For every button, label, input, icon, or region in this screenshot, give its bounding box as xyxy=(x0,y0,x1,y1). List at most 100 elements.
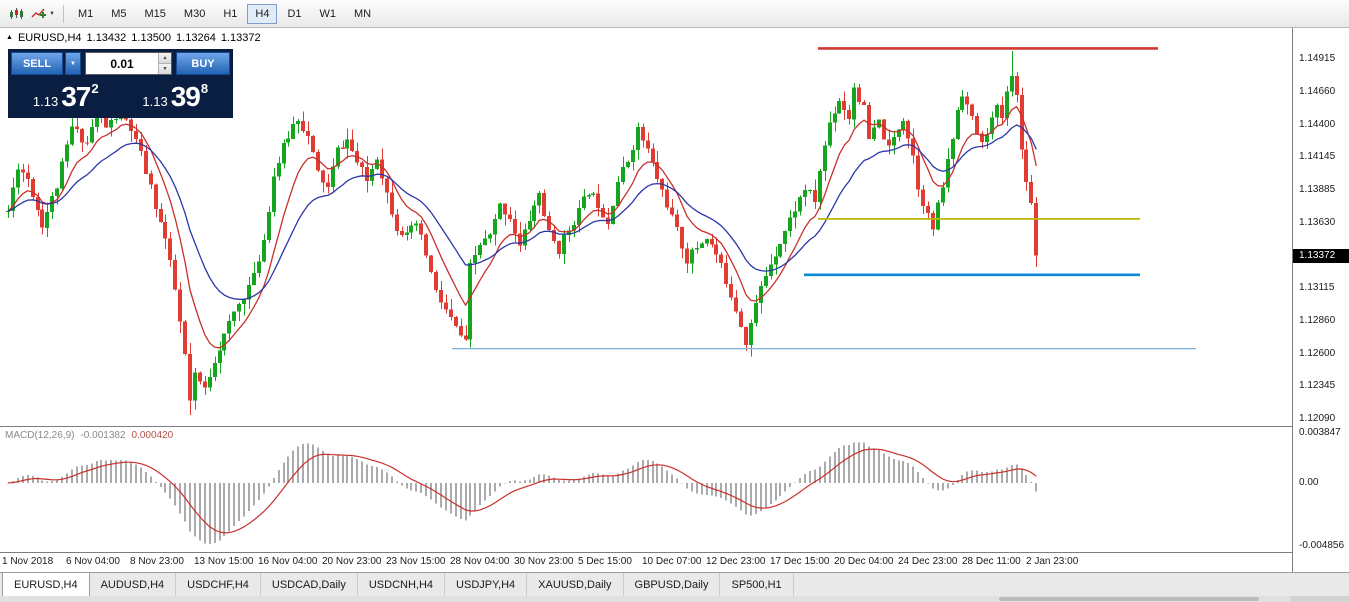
tab-usdchf-h4[interactable]: USDCHF,H4 xyxy=(176,573,261,596)
lot-size-field: ▲ ▼ xyxy=(85,52,172,75)
date-label: 24 Dec 23:00 xyxy=(898,556,958,567)
date-label: 12 Dec 23:00 xyxy=(706,556,766,567)
date-label: 23 Nov 15:00 xyxy=(386,556,446,567)
lot-increase-button[interactable]: ▲ xyxy=(159,53,171,64)
symbol-tab-bar: EURUSD,H4 AUDUSD,H4 USDCHF,H4 USDCAD,Daily U… xyxy=(0,572,1349,596)
price-tick: 1.14400 xyxy=(1299,119,1336,130)
timeframe-button-h1[interactable]: H1 xyxy=(223,7,238,20)
date-label: 30 Nov 23:00 xyxy=(514,556,574,567)
date-label: 13 Nov 15:00 xyxy=(194,556,254,567)
ohlc-header: ▲ EURUSD,H4 1.13432 1.13500 1.13264 1.13… xyxy=(6,32,261,44)
date-label: 5 Dec 15:00 xyxy=(578,556,632,567)
scrollbar-thumb[interactable] xyxy=(999,597,1259,601)
timeframe-button-m5[interactable]: M5 xyxy=(111,7,127,20)
lot-decrease-button[interactable]: ▼ xyxy=(159,64,171,74)
timeframe-button-h4[interactable]: H4 xyxy=(247,3,278,24)
ohlc-high: 1.13500 xyxy=(131,32,172,44)
macd-canvas[interactable] xyxy=(0,427,1292,552)
candles-layer xyxy=(6,50,1038,415)
macd-label: MACD(12,26,9) -0.001382 0.000420 xyxy=(5,430,173,441)
price-tick: 1.13885 xyxy=(1299,184,1336,195)
date-label: 20 Dec 04:00 xyxy=(834,556,894,567)
date-label: 16 Nov 04:00 xyxy=(258,556,318,567)
price-tick: 1.12600 xyxy=(1299,348,1336,359)
date-label: 17 Dec 15:00 xyxy=(770,556,830,567)
buy-price-prefix: 1.13 xyxy=(142,93,168,109)
date-label: 28 Dec 11:00 xyxy=(962,556,1021,567)
macd-name: MACD(12,26,9) xyxy=(5,430,75,441)
date-label: 8 Nov 23:00 xyxy=(130,556,184,567)
timeframe-button-mn[interactable]: MN xyxy=(354,7,372,20)
tab-usdcnh-h4[interactable]: USDCNH,H4 xyxy=(358,573,446,596)
date-label: 2 Jan 23:00 xyxy=(1026,556,1079,567)
date-label: 6 Nov 04:00 xyxy=(66,556,120,567)
timeframe-button-m1[interactable]: M1 xyxy=(77,7,94,20)
sell-price[interactable]: 1.13 37 2 xyxy=(11,78,121,115)
buy-price[interactable]: 1.13 39 8 xyxy=(121,78,231,115)
tab-eurusd-h4[interactable]: EURUSD,H4 xyxy=(2,573,90,596)
macd-signal-value: 0.000420 xyxy=(131,430,174,441)
ohlc-open: 1.13432 xyxy=(86,32,127,44)
ohlc-symbol: EURUSD,H4 xyxy=(17,32,82,44)
macd-panel: MACD(12,26,9) -0.001382 0.000420 xyxy=(0,426,1292,552)
one-click-trade-panel: SELL ▼ ▲ ▼ BUY xyxy=(8,49,233,118)
price-chart-canvas[interactable] xyxy=(0,28,1292,426)
tab-sp500-h1[interactable]: SP500,H1 xyxy=(720,573,794,596)
lot-stepper: ▲ ▼ xyxy=(158,53,171,74)
ohlc-close: 1.13372 xyxy=(220,32,261,44)
toolbar-separator xyxy=(62,4,64,23)
timeframe-buttons: M1 M5 M15 M30 H1 H4 D1 W1 MN xyxy=(70,3,381,24)
date-label: 20 Nov 23:00 xyxy=(322,556,382,567)
current-price-label: 1.13372 xyxy=(1293,249,1349,263)
price-chart-pane: ▲ EURUSD,H4 1.13432 1.13500 1.13264 1.13… xyxy=(0,28,1292,426)
chevron-down-icon: ▼ xyxy=(49,10,55,17)
price-tick: 1.14915 xyxy=(1299,53,1336,64)
timeframe-button-m15[interactable]: M15 xyxy=(144,7,166,20)
price-tick: 1.12090 xyxy=(1299,413,1336,424)
price-tick: 1.12345 xyxy=(1299,380,1336,391)
buy-price-pipette: 8 xyxy=(200,81,209,96)
sell-button[interactable]: SELL xyxy=(11,52,63,75)
trade-options-dropdown[interactable]: ▼ xyxy=(65,52,81,75)
price-tick: 1.14145 xyxy=(1299,151,1336,162)
chart-column: ▲ EURUSD,H4 1.13432 1.13500 1.13264 1.13… xyxy=(0,28,1292,572)
chart-type-icon[interactable] xyxy=(5,3,29,25)
direction-up-icon: ▲ xyxy=(6,33,13,41)
scrollbar-corner xyxy=(1291,596,1349,602)
horizontal-scrollbar xyxy=(0,596,1349,602)
toolbar: ▼ M1 M5 M15 M30 H1 H4 D1 W1 MN xyxy=(0,0,1349,28)
tab-gbpusd-daily[interactable]: GBPUSD,Daily xyxy=(624,573,721,596)
price-axis[interactable]: 1.14915 1.14660 1.14400 1.14145 1.13885 1.136… xyxy=(1292,28,1349,572)
sell-price-main: 37 xyxy=(61,80,91,112)
tab-usdcad-daily[interactable]: USDCAD,Daily xyxy=(261,573,358,596)
price-tick: 1.13630 xyxy=(1299,217,1336,228)
tab-xauusd-daily[interactable]: XAUUSD,Daily xyxy=(527,573,624,596)
macd-main-value: -0.001382 xyxy=(80,430,126,441)
buy-price-main: 39 xyxy=(170,80,201,112)
price-tick: 1.12860 xyxy=(1299,315,1336,326)
macd-signal-line xyxy=(7,448,1037,534)
indicators-icon[interactable]: ▼ xyxy=(30,3,56,25)
sell-price-prefix: 1.13 xyxy=(32,93,59,109)
buy-button[interactable]: BUY xyxy=(176,52,230,75)
macd-histogram xyxy=(7,442,1037,545)
tab-audusd-h4[interactable]: AUDUSD,H4 xyxy=(90,573,177,596)
chevron-down-icon: ▼ xyxy=(70,60,76,67)
date-axis[interactable]: 1 Nov 2018 6 Nov 04:00 8 Nov 23:00 13 Nov 1… xyxy=(0,552,1292,572)
timeframe-button-d1[interactable]: D1 xyxy=(287,7,302,20)
sell-price-pipette: 2 xyxy=(91,81,99,96)
ma-slow-line xyxy=(7,124,1037,300)
timeframe-button-m30[interactable]: M30 xyxy=(183,7,206,20)
timeframe-button-w1[interactable]: W1 xyxy=(319,7,337,20)
date-label: 28 Nov 04:00 xyxy=(450,556,510,567)
macd-tick: 0.003847 xyxy=(1299,427,1341,438)
price-tick: 1.14660 xyxy=(1299,86,1336,97)
lot-size-input[interactable] xyxy=(86,53,158,74)
macd-tick: 0.00 xyxy=(1299,477,1319,488)
chart-workspace: ▲ EURUSD,H4 1.13432 1.13500 1.13264 1.13… xyxy=(0,28,1349,572)
date-label: 10 Dec 07:00 xyxy=(642,556,702,567)
tab-usdjpy-h4[interactable]: USDJPY,H4 xyxy=(445,573,528,596)
ma-fast-line xyxy=(7,106,1037,349)
macd-tick: -0.004856 xyxy=(1299,540,1345,551)
